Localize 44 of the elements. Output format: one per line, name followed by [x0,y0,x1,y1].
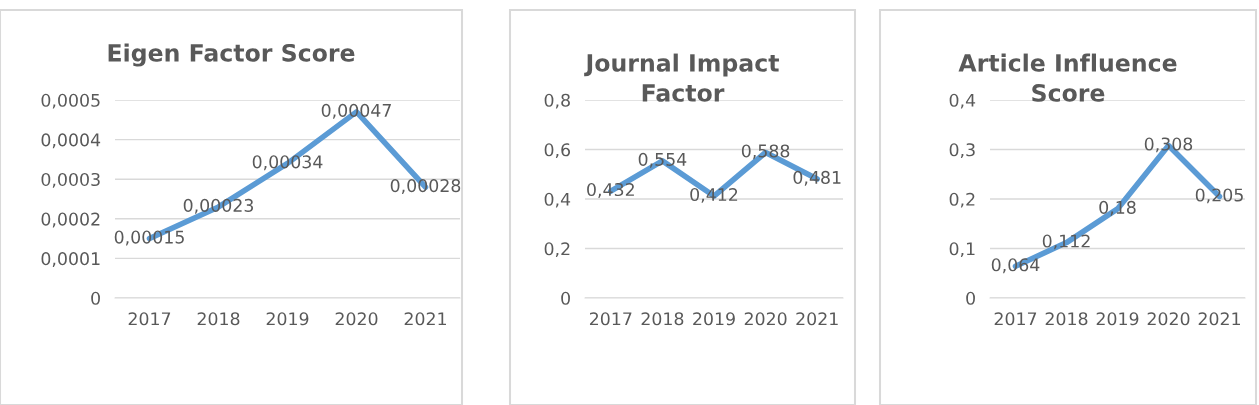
x-tick-label: 2019 [266,312,309,326]
x-tick-label: 2019 [693,312,735,326]
y-tick-label: 0,2 [949,192,975,208]
y-tick-label: 0,0004 [41,133,101,149]
x-tick-label: 2020 [1147,312,1190,326]
data-label: 0,554 [638,152,687,168]
y-tick-label: 0,0002 [41,212,100,228]
chart-title: Journal Impact Factor [584,53,779,102]
chart-title: Eigen Factor Score [108,43,355,67]
x-tick-label: 2017 [128,312,171,326]
x-tick-label: 2018 [197,312,240,326]
x-tick-label: 2021 [796,312,838,326]
x-tick-label: 2021 [404,312,446,326]
y-tick-label: 0,6 [544,143,571,159]
data-label: 0,00028 [390,179,461,194]
y-tick-label: 0,0005 [41,93,100,109]
y-tick-label: 0 [561,291,570,305]
data-label: 0,412 [690,187,738,203]
x-tick-label: 2020 [335,312,378,326]
y-tick-label: 0 [966,291,975,305]
data-label: 0,308 [1144,137,1193,153]
x-tick-label: 2019 [1096,312,1139,326]
y-tick-label: 0 [91,291,100,305]
y-tick-label: 0,4 [949,93,976,109]
x-tick-label: 2018 [1045,312,1088,326]
data-label: 0,00015 [114,230,184,246]
x-tick-label: 2017 [994,312,1037,326]
y-tick-label: 0,0001 [41,252,100,268]
data-label: 0,205 [1195,188,1243,204]
y-tick-label: 0,2 [544,242,570,258]
x-tick-label: 2017 [589,312,632,326]
y-tick-label: 0,4 [544,192,571,208]
y-tick-label: 0,8 [544,93,570,109]
y-tick-label: 0,3 [949,143,975,159]
y-tick-label: 0,0003 [41,172,100,188]
x-tick-label: 2021 [1198,312,1240,326]
data-label: 0,432 [587,182,634,198]
x-tick-label: 2018 [641,312,684,326]
data-label: 0,588 [741,144,790,160]
data-label: 0,481 [793,170,841,186]
data-label: 0,00047 [321,103,391,119]
y-tick-label: 0,1 [949,242,975,258]
data-label: 0,064 [991,258,1040,274]
x-tick-label: 2020 [744,312,787,326]
